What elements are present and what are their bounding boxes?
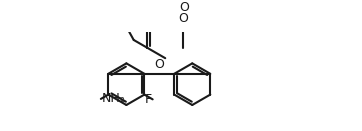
Text: O: O bbox=[154, 58, 164, 71]
Text: O: O bbox=[180, 1, 189, 13]
Text: NH₂: NH₂ bbox=[102, 92, 126, 105]
Text: F: F bbox=[145, 93, 152, 106]
Text: O: O bbox=[178, 12, 188, 25]
